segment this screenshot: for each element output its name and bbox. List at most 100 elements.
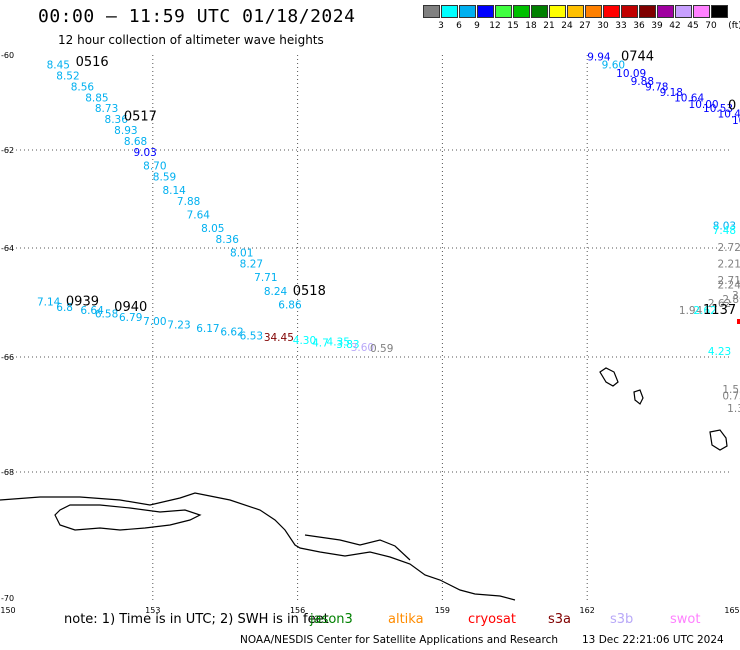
legend-swatch bbox=[603, 5, 620, 18]
wave-height-value: 3.60 bbox=[351, 342, 374, 354]
wave-height-value: 8.01 bbox=[230, 248, 253, 260]
legend-swatch bbox=[423, 5, 440, 18]
wave-height-value: 6.17 bbox=[196, 323, 219, 335]
lat-tick-label: -62 bbox=[1, 146, 14, 155]
wave-height-value: 8.24 bbox=[264, 286, 288, 298]
pass-time-label: 0516 bbox=[76, 55, 109, 70]
lat-tick-label: -68 bbox=[1, 468, 14, 477]
wave-height-value: 4.23 bbox=[708, 346, 731, 358]
satellite-swot: swot bbox=[670, 612, 701, 627]
coastline-path bbox=[0, 492, 516, 601]
footnote: note: 1) Time is in UTC; 2) SWH is in fe… bbox=[64, 612, 329, 627]
wave-height-value: 6.86 bbox=[278, 299, 302, 311]
satellite-cryosat: cryosat bbox=[468, 612, 516, 627]
wave-height-value: 10.09 bbox=[616, 68, 646, 80]
red-mark bbox=[737, 319, 740, 324]
legend-label: 21 bbox=[543, 21, 555, 31]
lon-tick-label: 159 bbox=[435, 606, 450, 615]
wave-height-tracks: 8.458.528.568.858.738.368.938.689.038.70… bbox=[37, 51, 740, 415]
wave-height-value: 2.21 bbox=[718, 259, 740, 271]
legend-label: 12 bbox=[489, 21, 501, 31]
wave-height-value: 9.88 bbox=[631, 76, 654, 88]
satellite-s3b: s3b bbox=[610, 612, 634, 627]
pass-time-label: 1137 bbox=[703, 303, 736, 318]
map-subtitle: 12 hour collection of altimeter wave hei… bbox=[58, 33, 324, 47]
wave-height-value: 7.23 bbox=[167, 320, 190, 332]
legend-swatch bbox=[675, 5, 692, 18]
lon-tick-label: 156 bbox=[290, 606, 305, 615]
wave-height-value: 2.72 bbox=[718, 242, 740, 254]
wave-height-value: 4.30 bbox=[293, 335, 316, 347]
wave-height-value: 8.14 bbox=[162, 185, 186, 197]
wave-height-value: 2.71 bbox=[718, 275, 740, 287]
island-3 bbox=[709, 429, 728, 451]
wave-height-value: 7.71 bbox=[254, 272, 277, 284]
legend-label: 24 bbox=[561, 21, 573, 31]
wave-height-value: 9.60 bbox=[602, 60, 625, 72]
wave-height-value: 6.62 bbox=[220, 327, 243, 339]
wave-height-value: 2.24 bbox=[718, 279, 740, 291]
legend-swatch bbox=[477, 5, 494, 18]
wave-height-value: 9.78 bbox=[645, 81, 668, 93]
pass-time-label: 0939 bbox=[66, 295, 99, 310]
lon-tick-label: 165 bbox=[724, 606, 739, 615]
wave-height-value: 6.8 bbox=[56, 302, 73, 314]
wave-height-value: 10.43 bbox=[718, 109, 740, 121]
legend-label: 15 bbox=[507, 21, 519, 31]
pass-time-label: 0 bbox=[728, 99, 736, 114]
time-labels: 0516 0517 0518 0939 0940 0744 1137 0 bbox=[66, 49, 736, 317]
satellite-jason3: jason3 bbox=[310, 612, 353, 627]
legend-swatch bbox=[549, 5, 566, 18]
lat-tick-label: -60 bbox=[1, 51, 14, 60]
legend-label: 9 bbox=[474, 21, 480, 31]
wave-height-value: 8.45 bbox=[47, 60, 70, 72]
wave-height-value: 6.79 bbox=[119, 312, 142, 324]
wave-height-value: 0.73 bbox=[722, 390, 740, 402]
legend-label: 3 bbox=[438, 21, 444, 31]
legend-label: 18 bbox=[525, 21, 537, 31]
pass-time-label: 0518 bbox=[293, 284, 326, 299]
wave-height-value: 7.88 bbox=[177, 196, 200, 208]
legend-label: 6 bbox=[456, 21, 462, 31]
wave-height-value: 6.58 bbox=[95, 309, 118, 321]
wave-height-value: 7.64 bbox=[187, 210, 211, 222]
legend-swatch bbox=[657, 5, 674, 18]
wave-height-value: 8.36 bbox=[105, 114, 129, 126]
legend-swatch bbox=[495, 5, 512, 18]
wave-height-value: 8.03 bbox=[713, 220, 736, 232]
legend-swatch bbox=[711, 5, 728, 18]
wave-height-value: 3.83 bbox=[336, 339, 359, 351]
legend-swatch bbox=[585, 5, 602, 18]
wave-height-value: 8.56 bbox=[71, 81, 95, 93]
wave-height-value: 1.94 bbox=[679, 305, 703, 317]
wave-height-value: 9.18 bbox=[660, 87, 683, 99]
lat-lon-grid: 150 153 156 159 162 165 -60 -62 -64 -66 -68 -70 bbox=[0, 51, 739, 615]
wave-height-value: 9.94 bbox=[587, 51, 611, 63]
legend-swatch bbox=[531, 5, 548, 18]
legend-label: 42 bbox=[669, 21, 681, 31]
island-2 bbox=[633, 389, 644, 405]
legend-label: 45 bbox=[687, 21, 699, 31]
wave-height-value: 8.73 bbox=[95, 103, 118, 115]
antarctic-coastline bbox=[0, 367, 728, 601]
wave-height-value: 8.70 bbox=[143, 160, 166, 172]
pass-time-label: 0517 bbox=[124, 109, 157, 124]
satellite-s3a: s3a bbox=[548, 612, 572, 627]
wave-height-value: 10. bbox=[732, 115, 740, 127]
lon-tick-label: 162 bbox=[580, 606, 595, 615]
wave-height-value: 8.05 bbox=[201, 223, 224, 235]
lat-tick-label: -70 bbox=[1, 594, 14, 603]
legend-swatch bbox=[567, 5, 584, 18]
wave-height-value: 8.27 bbox=[240, 259, 263, 271]
wave-height-value: 8.68 bbox=[124, 136, 147, 148]
legend-label: 30 bbox=[597, 21, 609, 31]
wave-height-value: 8.59 bbox=[153, 171, 176, 183]
wave-height-value: 2.62 bbox=[708, 298, 731, 310]
wave-height-value: 7.00 bbox=[143, 316, 166, 328]
wave-height-value: 2.62 bbox=[693, 305, 716, 317]
wave-height-value: 0.59 bbox=[370, 343, 393, 355]
pass-time-label: 0940 bbox=[114, 300, 147, 315]
satellite-altika: altika bbox=[388, 612, 424, 627]
legend-label: 39 bbox=[651, 21, 663, 31]
